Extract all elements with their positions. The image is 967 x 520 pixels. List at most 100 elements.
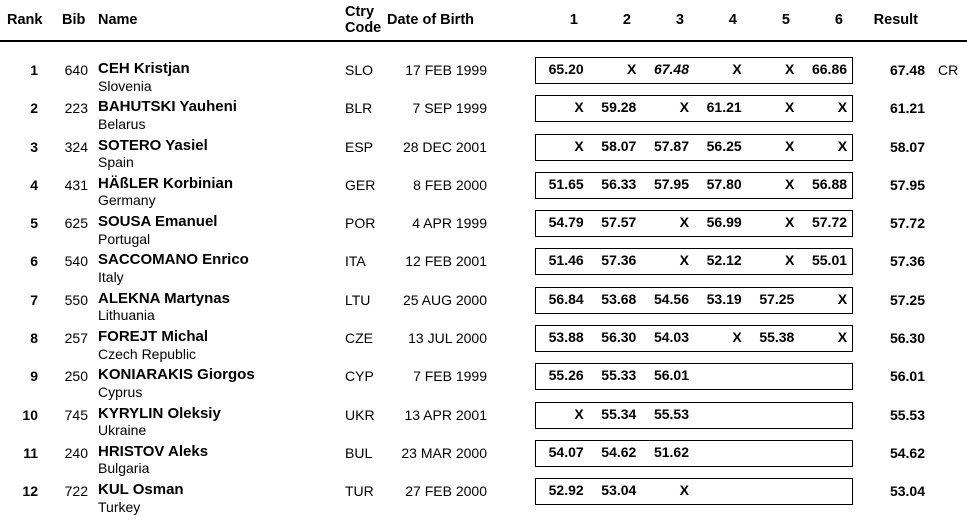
attempt-2: 53.04 [601, 482, 637, 499]
attempt-1: 53.88 [548, 329, 584, 346]
athlete-block: SOTERO Yasiel Spain [98, 137, 344, 171]
table-row: 8 257 FOREJT Michal Czech Republic CZE 1… [0, 325, 967, 363]
attempt-2: 57.57 [601, 214, 637, 231]
athlete-block: CEH Kristjan Slovenia [98, 60, 344, 94]
attempt-6: 56.88 [811, 175, 848, 192]
attempt-1: 54.07 [548, 443, 584, 460]
date-of-birth: 27 FEB 2000 [405, 483, 487, 500]
attempt-3: 54.03 [653, 329, 690, 346]
table-row: 11 240 HRISTOV Aleks Bulgaria BUL 23 MAR… [0, 439, 967, 478]
attempt-6: 55.01 [811, 252, 848, 269]
attempt-6 [799, 403, 852, 428]
bib-number: 223 [64, 100, 88, 117]
table-row: 1 640 CEH Kristjan Slovenia SLO 17 FEB 1… [0, 57, 967, 95]
bib-number: 250 [64, 368, 88, 385]
country-code: UKR [345, 406, 375, 423]
attempt-3: X [679, 482, 690, 499]
date-of-birth: 7 SEP 1999 [412, 100, 487, 117]
result-value: 53.04 [889, 483, 925, 500]
country-name: Italy [98, 268, 124, 285]
attempt-5 [747, 441, 800, 466]
result-value: 57.72 [889, 215, 925, 232]
attempt-3: 57.87 [653, 137, 690, 154]
attempt-6 [799, 479, 852, 504]
attempt-4: 56.25 [706, 137, 742, 154]
attempt-3: X [679, 252, 690, 269]
attempt-1: 54.79 [548, 214, 584, 231]
result-value: 58.07 [889, 138, 925, 155]
athlete-block: HÄßLER Korbinian Germany [98, 174, 344, 209]
athlete-name: SOUSA Emanuel [98, 213, 218, 231]
attempt-4 [694, 364, 747, 389]
attempt-4 [694, 403, 747, 428]
result-value: 55.53 [889, 406, 925, 423]
attempt-5: X [785, 137, 795, 154]
athlete-name: SACCOMANO Enrico [98, 251, 249, 269]
attempt-2: 56.33 [601, 175, 637, 192]
bib-number: 240 [64, 444, 88, 461]
athlete-name: KYRYLIN Oleksiy [98, 404, 221, 422]
attempt-6: 57.72 [811, 214, 848, 231]
header-attempt-numbers: 1 2 3 4 5 6 [535, 12, 853, 28]
rank-value: 2 [30, 100, 38, 117]
table-row: 3 324 SOTERO Yasiel Spain ESP 28 DEC 200… [0, 133, 967, 172]
attempt-1: 56.84 [548, 290, 584, 307]
country-name: Bulgaria [98, 460, 150, 477]
table-row: 12 722 KUL Osman Turkey TUR 27 FEB 2000 … [0, 478, 967, 516]
country-name: Spain [98, 154, 134, 171]
attempts-box: 56.84 53.68 54.56 53.19 57.25 X [535, 286, 853, 314]
header-country-code: Ctry Code [345, 4, 381, 36]
attempt-6: X [837, 329, 848, 346]
header-attempt-3: 3 [675, 12, 684, 28]
header-rank: Rank [7, 12, 43, 28]
attempt-2: 55.33 [601, 367, 637, 384]
table-row: 6 540 SACCOMANO Enrico Italy ITA 12 FEB … [0, 248, 967, 286]
attempt-2: X [627, 61, 637, 77]
attempt-3: 54.56 [653, 290, 690, 307]
attempt-2: 53.68 [601, 290, 637, 307]
attempt-4: 53.19 [706, 290, 742, 307]
record-note: CR [938, 62, 959, 78]
bib-number: 745 [64, 406, 88, 423]
athlete-name: BAHUTSKI Yauheni [98, 98, 237, 116]
header-attempt-6: 6 [834, 12, 843, 28]
attempts-box: 52.92 53.04 X [535, 478, 853, 506]
table-row: 9 250 KONIARAKIS Giorgos Cyprus CYP 7 FE… [0, 363, 967, 401]
attempt-4: 57.80 [706, 175, 742, 192]
attempt-5: 55.38 [759, 329, 795, 346]
attempt-6: X [837, 99, 848, 116]
attempt-4: X [732, 329, 742, 346]
country-code: POR [345, 215, 376, 232]
attempt-4: 61.21 [706, 99, 742, 116]
athlete-name: HÄßLER Korbinian [98, 174, 233, 192]
attempt-6 [799, 441, 852, 466]
attempt-5: 57.25 [759, 290, 795, 307]
bib-number: 431 [64, 176, 88, 193]
date-of-birth: 17 FEB 1999 [405, 62, 487, 78]
result-value: 57.36 [889, 253, 925, 270]
date-of-birth: 28 DEC 2001 [402, 138, 487, 155]
country-code: LTU [345, 291, 371, 308]
attempt-1: 55.26 [548, 367, 584, 384]
attempt-3: X [679, 214, 690, 231]
country-name: Turkey [98, 498, 141, 515]
attempt-2: 57.36 [601, 252, 637, 269]
attempt-3: 55.53 [653, 405, 690, 422]
bib-number: 324 [64, 138, 88, 155]
rank-value: 7 [30, 291, 38, 308]
attempt-4 [694, 441, 747, 466]
attempts-box: X 58.07 57.87 56.25 X X [535, 133, 853, 161]
bib-number: 722 [64, 483, 88, 500]
attempt-5: X [785, 99, 795, 116]
date-of-birth: 13 JUL 2000 [408, 330, 487, 347]
attempt-1: 51.65 [548, 175, 584, 192]
attempt-1: X [574, 405, 584, 422]
attempt-6: X [837, 290, 848, 307]
attempts-box: 54.07 54.62 51.62 [535, 439, 853, 467]
header-attempt-1: 1 [569, 12, 578, 28]
athlete-block: SACCOMANO Enrico Italy [98, 252, 344, 285]
date-of-birth: 7 FEB 1999 [413, 368, 487, 385]
attempt-3: X [679, 99, 690, 116]
country-code: CYP [345, 368, 374, 385]
